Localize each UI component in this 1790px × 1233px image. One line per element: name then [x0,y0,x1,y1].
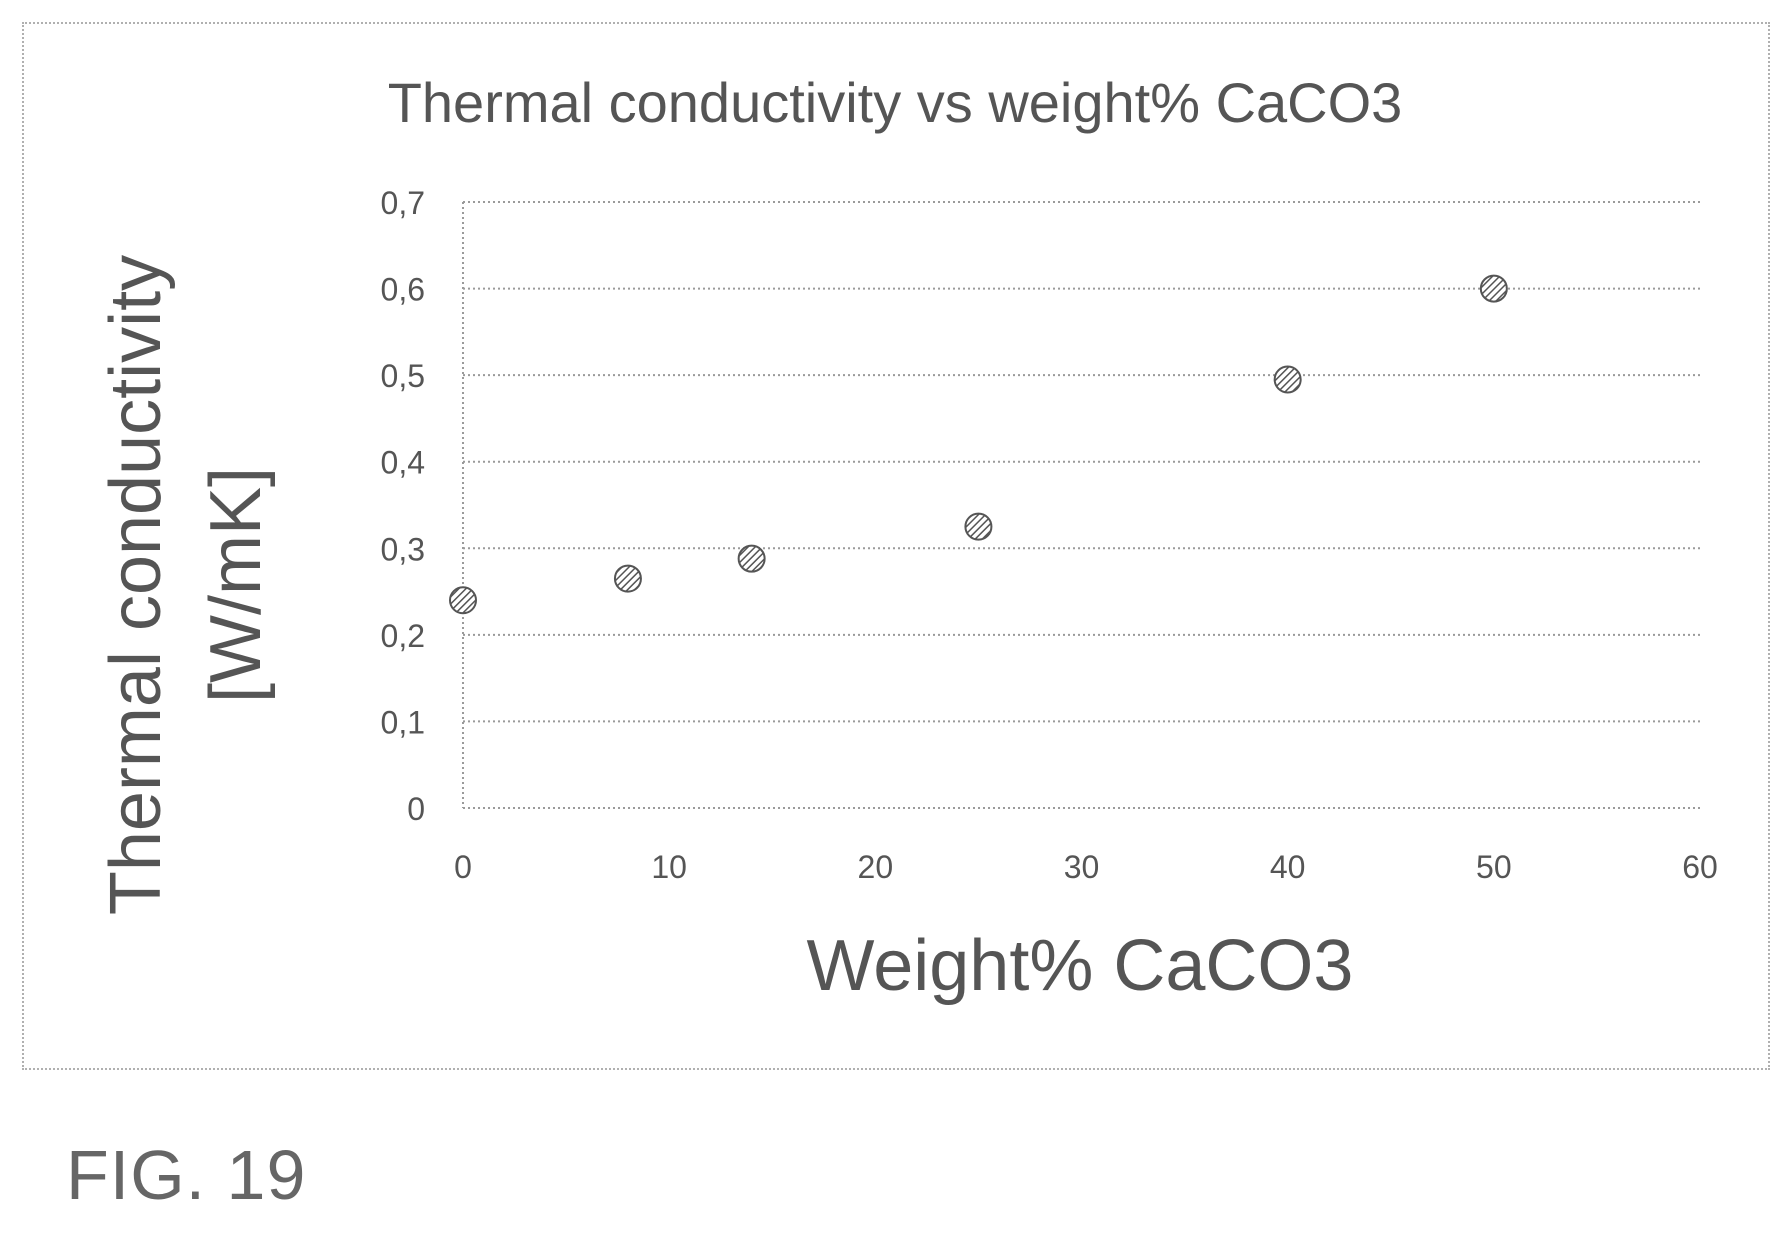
chart-title: Thermal conductivity vs weight% CaCO3 [388,71,1403,134]
data-point [449,586,477,615]
scatter-chart: Thermal conductivity vs weight% CaCO3 00… [96,71,1718,1006]
data-point [737,544,766,573]
y-tick-label: 0,6 [381,272,425,308]
data-point [1479,274,1508,303]
chart-frame [22,22,1770,1070]
figure-label: FIG. 19 [66,1136,307,1214]
x-tick-label: 0 [454,849,472,885]
y-tick-label: 0,5 [381,358,425,394]
y-tick-label: 0 [407,791,425,827]
grid-lines [462,201,1700,809]
y-tick-label: 0,2 [381,618,425,654]
y-axis-label-line-1: Thermal conductivity [96,255,176,915]
data-points [449,274,1508,615]
x-tick-label: 20 [858,849,894,885]
x-tick-label: 60 [1682,849,1718,885]
x-axis-label: Weight% CaCO3 [807,926,1354,1006]
x-tick-label: 30 [1064,849,1100,885]
data-point [1273,365,1302,394]
x-tick-label: 50 [1476,849,1512,885]
data-point [613,564,642,593]
y-tick-label: 0,4 [381,445,425,481]
x-axis-ticks: 0 10 20 30 40 50 60 [454,849,1718,885]
y-tick-label: 0,3 [381,531,425,567]
y-tick-label: 0,7 [381,185,425,221]
y-tick-label: 0,1 [381,704,425,740]
y-axis-label: Thermal conductivity [W/mK] [96,255,276,915]
x-tick-label: 10 [651,849,687,885]
y-axis-label-line-2: [W/mK] [196,467,276,703]
y-axis-ticks: 0 0,1 0,2 0,3 0,4 0,5 0,6 0,7 [381,185,425,827]
x-tick-label: 40 [1270,849,1306,885]
data-point [964,512,993,541]
